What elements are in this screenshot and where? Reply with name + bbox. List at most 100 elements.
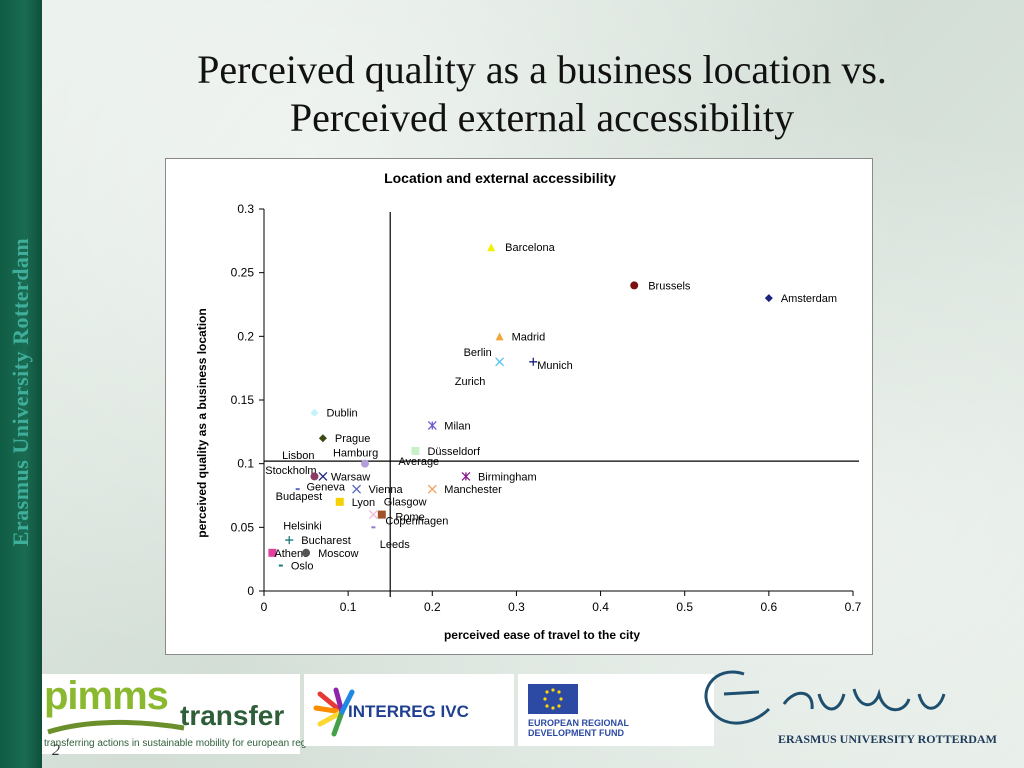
- data-point: Amsterdam: [764, 293, 837, 305]
- point-label: Lyon: [352, 497, 375, 509]
- point-marker: [630, 281, 639, 290]
- point-label: Budapest: [276, 491, 322, 503]
- x-tick-label: 0: [261, 600, 268, 614]
- y-tick-label: 0.2: [237, 329, 254, 343]
- point-label: Rome: [395, 512, 424, 524]
- point-marker: [318, 471, 328, 481]
- slide-title-line-2: Perceived external accessibility: [289, 95, 795, 140]
- point-label: Birmingham: [478, 471, 537, 483]
- point-marker: [310, 472, 319, 481]
- data-point: Athens: [268, 548, 309, 560]
- point-label: Amsterdam: [781, 293, 837, 305]
- point-label: Moscow: [318, 548, 358, 560]
- x-tick-label: 0.4: [592, 600, 609, 614]
- point-label: Zurich: [455, 376, 486, 388]
- point-label: Lisbon: [282, 450, 314, 462]
- x-tick-label: 0.5: [676, 600, 693, 614]
- data-point: Düsseldorf: [411, 446, 481, 458]
- transfer-wordmark: transfer: [180, 700, 285, 731]
- data-point: Vienna: [352, 484, 404, 496]
- scatter-chart: Location and external accessibility perc…: [165, 158, 873, 655]
- data-point: Madrid: [495, 331, 546, 343]
- data-point: Copenhagen: [371, 515, 448, 529]
- point-marker: [302, 548, 311, 557]
- data-point: Prague: [318, 433, 370, 445]
- pimms-transfer-logo: pimms transfer transferring actions in s…: [42, 674, 325, 754]
- interreg-star-icon: [313, 687, 355, 737]
- eu-fund-text: EUROPEAN REGIONAL DEVELOPMENT FUND: [528, 718, 708, 738]
- point-label: Milan: [444, 420, 470, 432]
- x-tick-label: 0.3: [508, 600, 525, 614]
- data-point: Warsaw: [318, 471, 370, 483]
- interreg-logo: INTERREG IVC: [304, 674, 514, 746]
- point-label: Glasgow: [384, 497, 427, 509]
- x-tick-label: 0.7: [845, 600, 862, 614]
- data-point: Average: [398, 456, 439, 468]
- pimms-tagline: transferring actions in sustainable mobi…: [44, 738, 325, 749]
- eu-fund-line-2: DEVELOPMENT FUND: [528, 728, 625, 738]
- point-label: Stockholm: [265, 465, 316, 477]
- point-label: Manchester: [444, 484, 502, 496]
- data-point: Lyon: [335, 497, 375, 509]
- y-tick-label: 0.15: [231, 393, 255, 407]
- point-label: Brussels: [648, 280, 691, 292]
- y-tick-label: 0.25: [231, 266, 255, 280]
- point-marker: [495, 357, 505, 367]
- point-label: Average: [398, 456, 439, 468]
- sidebar-band: Erasmus University Rotterdam: [0, 0, 42, 768]
- page-number: 2: [52, 742, 60, 759]
- data-point: Lisbon: [282, 450, 314, 462]
- point-label: Geneva: [306, 481, 345, 493]
- scatter-chart-svg: Location and external accessibility perc…: [195, 170, 862, 642]
- point-label: Hamburg: [333, 448, 378, 460]
- point-label: Vienna: [369, 484, 404, 496]
- data-point: Munich: [529, 357, 573, 372]
- slide-title-line-1: Perceived quality as a business location…: [197, 47, 887, 92]
- point-marker: [461, 471, 471, 481]
- data-point: Berlin: [464, 347, 505, 367]
- reference-lines: [264, 212, 859, 597]
- point-label: Munich: [537, 360, 572, 372]
- chart-title: Location and external accessibility: [384, 170, 616, 186]
- footer-logos: pimms transfer transferring actions in s…: [42, 668, 1024, 768]
- point-label: Warsaw: [331, 471, 370, 483]
- point-label: Leeds: [380, 539, 410, 551]
- point-marker: [764, 294, 773, 303]
- data-point: Birmingham: [461, 471, 537, 483]
- x-tick-label: 0.2: [424, 600, 441, 614]
- point-label: Berlin: [464, 347, 492, 359]
- data-point: Budapest: [276, 488, 322, 503]
- erasmus-script-logo: [704, 670, 946, 725]
- point-marker: [487, 243, 496, 252]
- point-marker: [411, 446, 420, 455]
- eu-fund-logo: EUROPEAN REGIONAL DEVELOPMENT FUND: [518, 674, 714, 746]
- point-marker: [360, 459, 369, 468]
- x-tick-label: 0.1: [340, 600, 357, 614]
- y-axis-label: perceived quality as a business location: [195, 308, 209, 537]
- point-label: Oslo: [291, 561, 314, 573]
- data-point: Brussels: [630, 280, 691, 292]
- pimms-swoosh-graphic: [47, 719, 185, 735]
- data-point: Geneva: [306, 472, 346, 493]
- data-point: Hamburg: [333, 448, 378, 468]
- pimms-wordmark: pimms: [44, 674, 169, 718]
- point-marker: [495, 332, 504, 341]
- point-label: Madrid: [512, 331, 546, 343]
- point-label: Prague: [335, 433, 370, 445]
- point-label: Copenhagen: [385, 515, 448, 527]
- data-point: Helsinki: [283, 520, 322, 532]
- y-tick-label: 0.05: [231, 520, 255, 534]
- data-point: Leeds: [380, 539, 410, 551]
- x-axis-label: perceived ease of travel to the city: [444, 628, 640, 642]
- point-label: Bucharest: [301, 535, 351, 547]
- eu-fund-line-1: EUROPEAN REGIONAL: [528, 718, 630, 728]
- data-point: Stockholm: [265, 465, 316, 477]
- point-marker: [335, 497, 344, 506]
- point-marker: [368, 510, 378, 520]
- point-label: Barcelona: [505, 242, 555, 254]
- sidebar-university-name: Erasmus University Rotterdam: [8, 237, 33, 547]
- point-marker: [352, 484, 362, 494]
- point-label: Dublin: [326, 408, 357, 420]
- data-point: Glasgow: [377, 497, 427, 519]
- data-point: Oslo: [278, 561, 314, 573]
